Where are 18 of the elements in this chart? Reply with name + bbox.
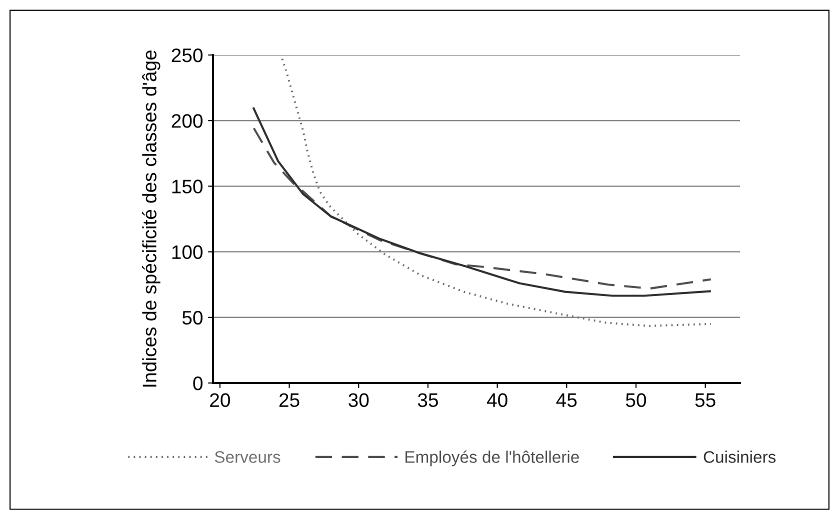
x-tick-label: 50 <box>626 393 646 408</box>
x-tick-label: 20 <box>210 393 230 408</box>
y-axis-title: Indices de spécificité des classes d'âge <box>142 50 160 387</box>
y-tick-label: 250 <box>172 48 203 62</box>
y-tick-label: 100 <box>172 245 203 260</box>
x-tick-label: 25 <box>279 393 300 408</box>
x-tick-label: 55 <box>695 393 716 408</box>
y-tick-label: 50 <box>182 310 203 325</box>
x-tick-label: 45 <box>556 393 577 408</box>
text: Serveurs <box>214 451 280 463</box>
y-tick-label: 0 <box>193 376 203 390</box>
y-tick-label: 200 <box>172 114 203 128</box>
y-tick-label: 150 <box>172 180 203 194</box>
x-tick-label: 30 <box>348 393 369 408</box>
x-tick-label: 40 <box>486 393 508 408</box>
text: Employés de l'hôtellerie <box>406 450 579 466</box>
text: Cuisiniers <box>704 450 776 463</box>
x-tick-label: 35 <box>418 393 438 408</box>
